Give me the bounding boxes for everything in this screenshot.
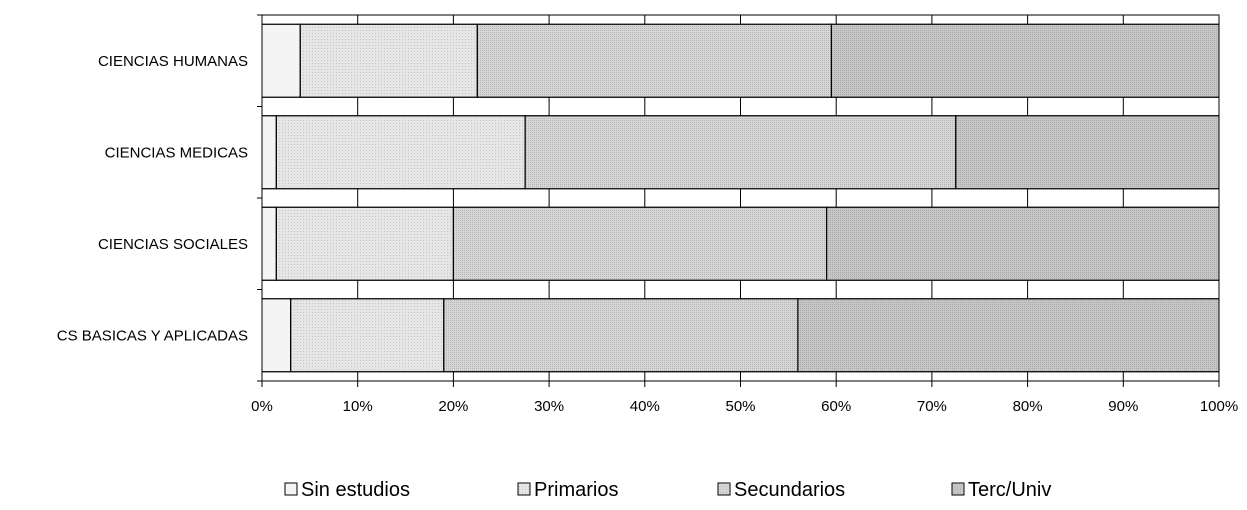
bar-segment: [524, 115, 957, 190]
bar-segment: [299, 23, 478, 98]
bar-segment: [443, 298, 799, 373]
legend-label: Primarios: [534, 479, 618, 501]
bar-segment: [261, 115, 277, 190]
legend-swatch: [284, 482, 298, 496]
bar-segment: [275, 206, 454, 281]
bar-segment: [261, 206, 277, 281]
legend-label: Terc/Univ: [968, 479, 1051, 501]
legend-item: Sin estudios: [284, 479, 410, 501]
bars: [261, 23, 1220, 373]
category-label: CS BASICAS Y APLICADAS: [57, 327, 248, 344]
x-tick-label: 0%: [251, 398, 273, 415]
category-labels: CIENCIAS HUMANAS CIENCIAS MEDICAS CIENCIAS…: [57, 53, 248, 345]
x-tick-labels: 0% 10% 20% 30% 40% 50% 60% 70% 80% 90% 100%: [251, 398, 1238, 415]
legend-item: Secundarios: [717, 479, 845, 501]
x-tick-label: 50%: [725, 398, 755, 415]
legend-label: Secundarios: [734, 479, 845, 501]
legend-item: Terc/Univ: [951, 479, 1051, 501]
legend-label: Sin estudios: [301, 479, 410, 501]
bar-segment: [290, 298, 445, 373]
bar-segment: [830, 23, 1220, 98]
x-tick-label: 40%: [630, 398, 660, 415]
category-label: CIENCIAS MEDICAS: [105, 144, 248, 161]
bar-segment: [476, 23, 832, 98]
legend: Sin estudios Primarios Secundarios Terc/Uni…: [284, 479, 1051, 501]
category-label: CIENCIAS HUMANAS: [98, 53, 248, 70]
bar-segment: [826, 206, 1220, 281]
x-tick-label: 70%: [917, 398, 947, 415]
bar-segment: [955, 115, 1220, 190]
bar-segment: [261, 23, 301, 98]
legend-item: Primarios: [517, 479, 618, 501]
x-tick-label: 100%: [1200, 398, 1238, 415]
x-tick-label: 30%: [534, 398, 564, 415]
bar-segment: [275, 115, 526, 190]
x-tick-label: 20%: [438, 398, 468, 415]
bar-segment: [797, 298, 1220, 373]
bar-segment: [452, 206, 828, 281]
x-tick-label: 80%: [1013, 398, 1043, 415]
x-tick-label: 10%: [343, 398, 373, 415]
category-label: CIENCIAS SOCIALES: [98, 236, 248, 253]
x-tick-label: 60%: [821, 398, 851, 415]
x-tick-label: 90%: [1108, 398, 1138, 415]
bar-segment: [261, 298, 292, 373]
